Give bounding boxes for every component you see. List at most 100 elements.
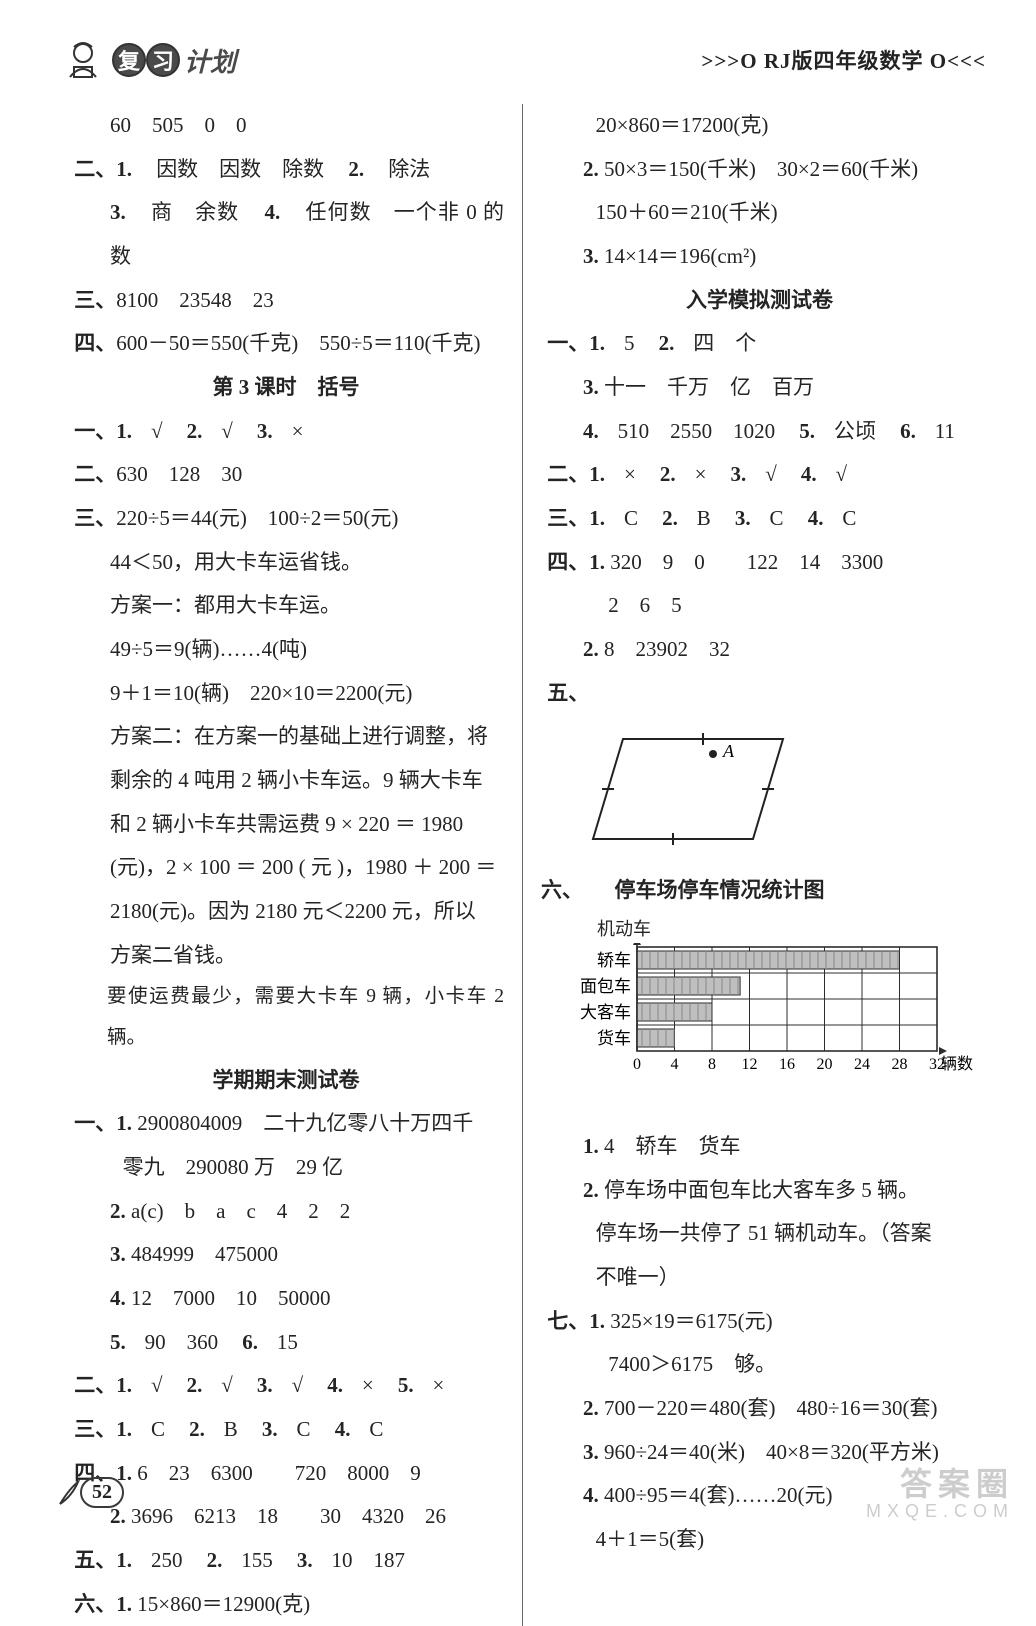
text-line: 四、1. 6 23 6300 720 8000 9 bbox=[68, 1452, 504, 1496]
text: 15×860＝12900(克) bbox=[137, 1592, 310, 1616]
label: 2. bbox=[583, 637, 599, 661]
text: × bbox=[433, 1373, 445, 1397]
logo-area: 复 习 计划 bbox=[60, 37, 236, 83]
label: 5. bbox=[110, 1330, 126, 1354]
label: 3. bbox=[257, 419, 273, 443]
text-line: 3. 14×14＝196(cm²) bbox=[541, 235, 978, 279]
parallelogram-icon: A bbox=[583, 719, 803, 859]
text-line: 4. 12 7000 10 50000 bbox=[68, 1277, 504, 1321]
text-line: 二、1. 因数 因数 除数 2. 除法 bbox=[68, 148, 504, 192]
label: 4. bbox=[801, 462, 817, 486]
text-line: 2180(元)。因为 2180 元＜2200 元，所以 bbox=[68, 890, 504, 934]
text-line: 3. 484999 475000 bbox=[68, 1233, 504, 1277]
text: 除法 bbox=[388, 157, 430, 181]
label: 3. bbox=[110, 1242, 126, 1266]
text-line: 20×860＝17200(克) bbox=[541, 104, 978, 148]
text: √ bbox=[765, 462, 777, 486]
label: 4. bbox=[335, 1417, 351, 1441]
text-line: 2. 50×3＝150(千米) 30×2＝60(千米) bbox=[541, 148, 978, 192]
text-line: 四、1. 320 9 0 122 14 3300 bbox=[541, 541, 978, 585]
svg-text:货车: 货车 bbox=[597, 1029, 631, 1048]
label: 二、 bbox=[74, 462, 116, 486]
label: 4. bbox=[583, 1483, 599, 1507]
text: 325×19＝6175(元) bbox=[610, 1309, 772, 1333]
text-line: 不唯一） bbox=[541, 1256, 978, 1300]
left-column: 60 505 0 0 二、1. 因数 因数 除数 2. 除法 3. 商 余数 4… bbox=[60, 104, 523, 1626]
watermark-top: 答案圈 bbox=[866, 1467, 1014, 1502]
label: 二、1. bbox=[547, 462, 605, 486]
label: 4. bbox=[808, 506, 824, 530]
label: 3. bbox=[583, 375, 599, 399]
section-heading: 入学模拟测试卷 bbox=[541, 279, 978, 323]
label: 一、1. bbox=[547, 331, 605, 355]
text: 400÷95＝4(套)……20(元) bbox=[604, 1483, 833, 1507]
text-line: 方案二省钱。 bbox=[68, 934, 504, 978]
text: √ bbox=[836, 462, 848, 486]
text-line: 2. 700－220＝480(套) 480÷16＝30(套) bbox=[541, 1387, 978, 1431]
leaf-icon bbox=[56, 1478, 80, 1508]
text-line: 和 2 辆小卡车共需运费 9 × 220 ＝ 1980 bbox=[68, 803, 504, 847]
text-line: 150＋60＝210(千米) bbox=[541, 191, 978, 235]
text-line: 4.510 2550 1020 5.公顷 6.11 bbox=[541, 410, 978, 454]
text-line: 44＜50，用大卡车运省钱。 bbox=[68, 541, 504, 585]
label: 三、1. bbox=[547, 506, 605, 530]
label: 4. bbox=[110, 1286, 126, 1310]
label: 四、 bbox=[74, 331, 116, 355]
label: 二、1. bbox=[74, 1373, 132, 1397]
text-line: 2. 8 23902 32 bbox=[541, 628, 978, 672]
watermark: 答案圈 MXQE.COM bbox=[866, 1467, 1014, 1522]
bar-chart: 机动车 048121620242832轿车面包车大客车货车辆数 bbox=[573, 915, 978, 1119]
text: a(c) b a c 4 2 2 bbox=[131, 1199, 350, 1223]
text: 600－50＝550(千克) 550÷5＝110(千克) bbox=[116, 331, 480, 355]
label: 4. bbox=[264, 200, 280, 224]
text-line: 9＋1＝10(辆) 220×10＝2200(元) bbox=[68, 672, 504, 716]
text: 8100 23548 23 bbox=[116, 288, 274, 312]
label: 1. bbox=[583, 1134, 599, 1158]
svg-text:8: 8 bbox=[708, 1056, 716, 1073]
text-line: 三、1.C 2.B 3.C 4.C bbox=[541, 497, 978, 541]
text: √ bbox=[221, 1373, 233, 1397]
text: 8 23902 32 bbox=[604, 637, 730, 661]
svg-text:轿车: 轿车 bbox=[597, 951, 631, 970]
text-line: 2. 3696 6213 18 30 4320 26 bbox=[68, 1495, 504, 1539]
text: √ bbox=[151, 1373, 163, 1397]
text-line: 六、1. 15×860＝12900(克) bbox=[68, 1583, 504, 1626]
text: 50×3＝150(千米) 30×2＝60(千米) bbox=[604, 157, 918, 181]
title-pill: 复 习 计划 bbox=[112, 42, 236, 79]
label: 3. bbox=[735, 506, 751, 530]
text-line: 五、1.250 2.155 3.10 187 bbox=[68, 1539, 504, 1583]
edition-label: >>>O RJ版四年级数学 O<<< bbox=[701, 45, 986, 75]
text: C bbox=[624, 506, 638, 530]
text-line: 一、1. 2900804009 二十九亿零八十万四千 bbox=[68, 1102, 504, 1146]
text-line: 一、1.5 2.四 个 bbox=[541, 322, 978, 366]
chart-subtitle: 机动车 bbox=[597, 915, 978, 941]
text: 6 23 6300 720 8000 9 bbox=[137, 1461, 421, 1485]
page-number: 52 bbox=[80, 1477, 124, 1508]
svg-text:A: A bbox=[722, 741, 735, 761]
watermark-bottom: MXQE.COM bbox=[866, 1502, 1014, 1522]
label: 2. bbox=[662, 506, 678, 530]
text-line: 60 505 0 0 bbox=[68, 104, 504, 148]
label: 七、1. bbox=[547, 1309, 605, 1333]
label: 二、1. bbox=[74, 157, 132, 181]
label: 一、1. bbox=[74, 419, 132, 443]
text-line: 三、8100 23548 23 bbox=[68, 279, 504, 323]
text: 四 个 bbox=[693, 331, 756, 355]
text: 700－220＝480(套) 480÷16＝30(套) bbox=[604, 1396, 938, 1420]
text-line: 49÷5＝9(辆)……4(吨) bbox=[68, 628, 504, 672]
section-heading: 第 3 课时 括号 bbox=[68, 366, 504, 410]
page-header: 复 习 计划 >>>O RJ版四年级数学 O<<< bbox=[60, 30, 986, 90]
text: 10 187 bbox=[332, 1548, 406, 1572]
label: 3. bbox=[731, 462, 747, 486]
text: 12 7000 10 50000 bbox=[131, 1286, 331, 1310]
pill-plain: 计划 bbox=[184, 42, 236, 79]
text-line: 七、1. 325×19＝6175(元) bbox=[541, 1300, 978, 1344]
text: 14×14＝196(cm²) bbox=[604, 244, 756, 268]
label: 五、 bbox=[547, 681, 589, 705]
text: 960÷24＝40(米) 40×8＝320(平方米) bbox=[604, 1440, 939, 1464]
svg-text:12: 12 bbox=[742, 1056, 758, 1073]
label: 四、1. bbox=[547, 550, 605, 574]
label: 5. bbox=[799, 419, 815, 443]
label: 五、1. bbox=[74, 1548, 132, 1572]
content-columns: 60 505 0 0 二、1. 因数 因数 除数 2. 除法 3. 商 余数 4… bbox=[60, 104, 986, 1626]
